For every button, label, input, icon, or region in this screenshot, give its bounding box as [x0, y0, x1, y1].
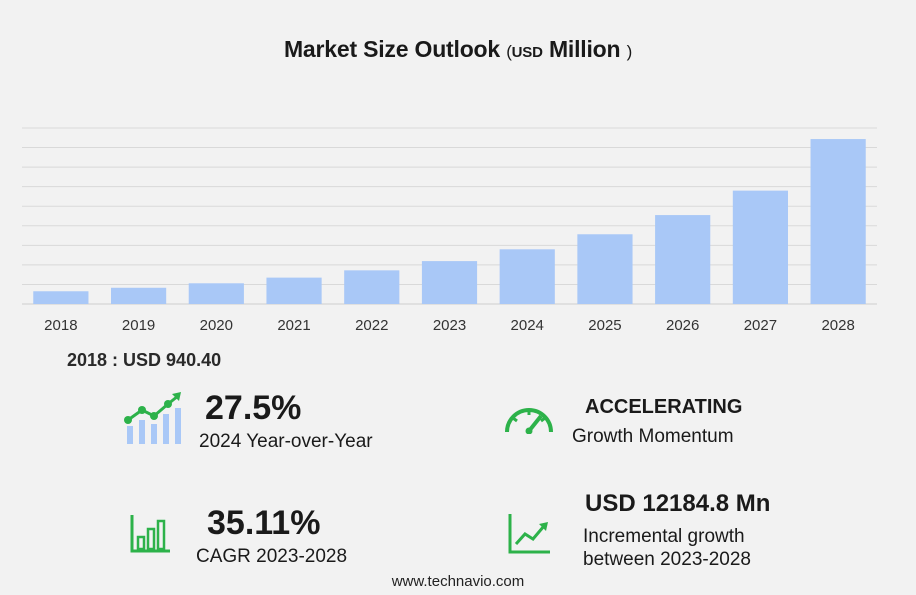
x-tick-label: 2018	[44, 317, 77, 334]
x-tick-label: 2023	[433, 317, 466, 334]
base-year-value: 2018 : USD 940.40	[67, 350, 222, 370]
yoy-value: 27.5%	[205, 389, 302, 427]
momentum-label: Growth Momentum	[572, 426, 734, 447]
x-tick-label: 2021	[277, 317, 310, 334]
momentum-label-block: Growth Momentum	[572, 426, 734, 449]
bar-2018	[33, 291, 89, 304]
incremental-label-line2: between 2023-2028	[583, 548, 751, 570]
bar-2026	[655, 215, 711, 304]
yoy-label-block: 2024 Year-over-Year	[199, 431, 373, 454]
bar-2023	[421, 261, 478, 304]
title-main: Market Size Outlook	[283, 36, 500, 62]
bar-2019	[110, 287, 167, 304]
bar-chart-icon	[130, 515, 170, 553]
title-scale: Million	[548, 36, 621, 62]
x-tick-label: 2022	[355, 317, 388, 334]
momentum-value: ACCELERATING	[585, 396, 743, 418]
bar-2024	[499, 249, 555, 304]
x-tick-label: 2024	[511, 317, 544, 334]
x-tick-label: 2020	[200, 317, 233, 334]
bar-chart: 2018 2019 2020 2021 2022 2023 2024 2025 2026 2027…	[22, 127, 877, 334]
x-tick-label: 2027	[744, 317, 777, 334]
bar-2021	[266, 277, 322, 304]
title-open-paren: (	[506, 42, 512, 61]
yoy-label: 2024 Year-over-Year	[199, 431, 373, 452]
trend-line-icon	[508, 514, 550, 554]
chart-title: Market Size Outlook (USD Million )	[0, 36, 916, 63]
speedometer-icon	[505, 408, 553, 434]
cagr-label: CAGR 2023-2028	[196, 546, 348, 567]
bar-2028	[810, 139, 866, 304]
bar-2027	[732, 190, 789, 304]
x-tick-label: 2019	[122, 317, 155, 334]
cagr-value: 35.11%	[207, 504, 321, 542]
incremental-stat: USD 12184.8 Mn	[585, 492, 770, 516]
yoy-stat: 27.5%	[205, 391, 301, 425]
title-close-paren: )	[626, 42, 633, 61]
x-tick-label: 2025	[588, 317, 621, 334]
incremental-label-line1: Incremental growth	[583, 526, 745, 547]
cagr-stat: 35.11%	[207, 506, 320, 540]
bar-2020	[188, 283, 244, 304]
incremental-value: USD 12184.8 Mn	[585, 490, 771, 517]
momentum-stat: ACCELERATING	[585, 397, 742, 417]
x-tick-label: 2028	[821, 317, 854, 334]
x-tick-label: 2026	[666, 317, 699, 334]
footer-url[interactable]: www.technavio.com	[391, 573, 525, 590]
bar-2022	[344, 270, 400, 304]
bar-2025	[577, 234, 633, 304]
cagr-label-block: CAGR 2023-2028	[196, 546, 347, 569]
incremental-label-block: Incremental growth between 2023-2028	[583, 526, 751, 572]
title-unit: USD	[511, 44, 543, 61]
growth-chart-icon	[124, 392, 181, 444]
